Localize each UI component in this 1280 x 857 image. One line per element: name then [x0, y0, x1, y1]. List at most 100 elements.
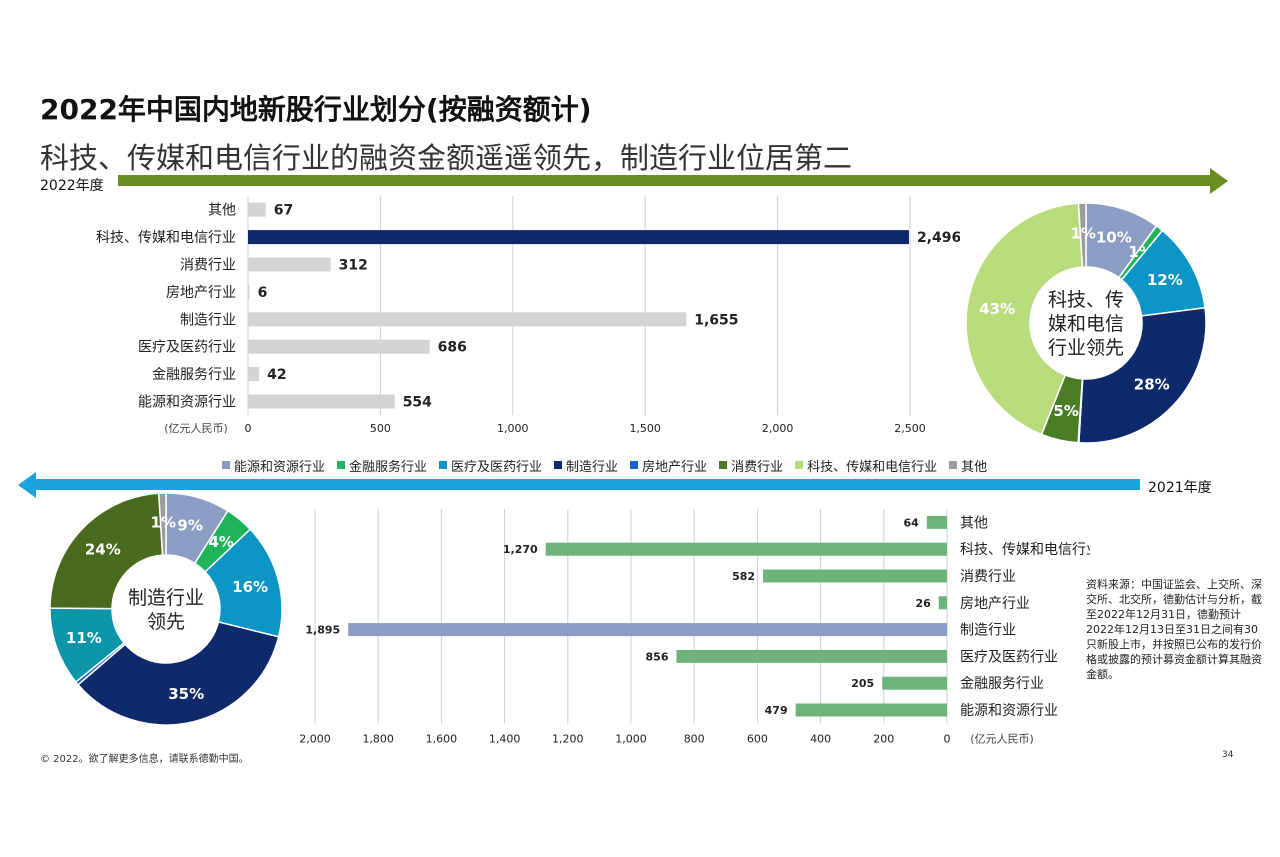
legend-item: 制造行业 — [554, 456, 618, 475]
bar-value-label: 26 — [915, 597, 931, 610]
pie-slice-label: 43% — [979, 300, 1015, 318]
category-label: 能源和资源行业 — [960, 703, 1058, 719]
x-tick-label: 600 — [747, 732, 768, 745]
pie-slice-label: 9% — [177, 517, 202, 535]
category-label: 房地产行业 — [960, 596, 1030, 612]
bar — [676, 649, 947, 663]
legend-item: 房地产行业 — [630, 456, 707, 475]
bar-value-label: 64 — [903, 516, 919, 529]
bar-value-label: 1,270 — [503, 543, 538, 556]
pie-slice-label: 11% — [66, 629, 102, 647]
x-tick-label: 2,500 — [894, 422, 926, 435]
x-tick-label: 0 — [944, 732, 951, 745]
category-label: 金融服务行业 — [960, 676, 1044, 692]
legend-label: 消费行业 — [731, 459, 784, 475]
legend-item: 消费行业 — [719, 456, 783, 475]
legend-item: 能源和资源行业 — [222, 456, 325, 475]
pie-slice-label: 10% — [1096, 229, 1132, 247]
pie-slice-label: 5% — [1053, 402, 1078, 420]
category-label: 科技、传媒和电信行业 — [96, 230, 236, 246]
x-tick-label: 1,200 — [552, 732, 584, 745]
bar — [795, 703, 947, 717]
pie-slice-label: 16% — [232, 578, 268, 596]
category-label: 消费行业 — [960, 569, 1016, 585]
x-tick-label: 1,500 — [629, 422, 661, 435]
bar-value-label: 42 — [267, 367, 286, 383]
pie-slice-label: 1% — [1070, 224, 1095, 242]
legend-swatch — [630, 461, 639, 469]
bar — [248, 394, 395, 409]
legend-swatch — [719, 461, 728, 469]
arrow-2021 — [18, 472, 1140, 498]
pie-slice — [965, 202, 1084, 436]
year-label-2022: 2022年度 — [40, 178, 104, 194]
legend-label: 科技、传媒和电信行业 — [807, 459, 938, 475]
legend-item: 其他 — [949, 456, 987, 475]
legend-label: 房地产行业 — [642, 459, 708, 475]
bar-value-label: 1,895 — [305, 624, 340, 637]
bar — [763, 569, 947, 583]
bar — [882, 676, 947, 690]
legend-swatch — [554, 461, 563, 469]
source-note: 资料来源：中国证监会、上交所、深交所、北交所，德勤估计与分析，截至2022年12… — [1086, 578, 1262, 681]
pie-slice — [49, 492, 164, 610]
legend-label: 金融服务行业 — [349, 459, 428, 475]
x-tick-label: 2,000 — [299, 732, 331, 745]
bar — [248, 202, 266, 217]
bar — [348, 623, 947, 637]
bar — [938, 596, 947, 610]
page-number: 34 — [1222, 750, 1234, 760]
legend-item: 医疗及医药行业 — [439, 456, 542, 475]
bar — [248, 367, 260, 382]
legend-label: 其他 — [961, 459, 988, 475]
bar — [248, 230, 909, 245]
bar-value-label: 67 — [274, 203, 293, 219]
category-label: 能源和资源行业 — [138, 395, 236, 411]
legend-swatch — [439, 461, 448, 469]
legend-swatch — [949, 461, 958, 469]
bar — [545, 542, 947, 556]
pie-slice-label: 4% — [208, 533, 233, 551]
bar — [926, 515, 947, 529]
x-tick-label: 1,800 — [362, 732, 394, 745]
bar-value-label: 2,496 — [917, 230, 960, 246]
bar — [248, 312, 687, 327]
donut-center-text: 制造行业 — [128, 587, 204, 609]
donut-center-text: 领先 — [147, 611, 185, 633]
bar — [248, 257, 331, 272]
bar — [248, 339, 430, 354]
bar-value-label: 312 — [339, 258, 368, 274]
bar-value-label: 856 — [646, 650, 669, 663]
legend-swatch — [222, 461, 230, 469]
category-label: 制造行业 — [960, 623, 1016, 639]
x-tick-label: 1,000 — [615, 732, 647, 745]
pie-slice — [157, 492, 167, 556]
donut-center-text: 媒和电信 — [1048, 313, 1124, 335]
pie-slice-label: 35% — [168, 685, 204, 703]
x-tick-label: 0 — [245, 422, 252, 435]
donut-center-text: 行业领先 — [1048, 337, 1124, 359]
x-axis-unit: (亿元人民币) — [970, 732, 1034, 745]
legend-label: 制造行业 — [566, 459, 619, 475]
legend-swatch — [337, 461, 346, 469]
bar-chart-2022: 0 500 1,000 1,500 2,000 2,500 (亿元人民币) 其他 67 科技、传媒… — [96, 196, 960, 435]
bar-value-label: 479 — [765, 704, 788, 717]
pie-slice — [1077, 202, 1087, 268]
x-tick-label: 2,000 — [762, 422, 794, 435]
category-label: 医疗及医药行业 — [138, 340, 236, 356]
category-label: 其他 — [208, 203, 236, 219]
x-tick-label: 1,000 — [497, 422, 529, 435]
footer-copyright: © 2022。欲了解更多信息，请联系德勤中国。 — [40, 754, 249, 765]
pie-slice-label: 1% — [151, 513, 176, 531]
x-tick-label: 800 — [684, 732, 705, 745]
bar-value-label: 6 — [258, 285, 268, 301]
bar-value-label: 205 — [851, 677, 874, 690]
legend-label: 医疗及医药行业 — [451, 459, 543, 475]
pie-slice-label: 28% — [1134, 376, 1170, 394]
category-label: 制造行业 — [180, 312, 236, 328]
x-tick-label: 500 — [370, 422, 391, 435]
legend-item: 科技、传媒和电信行业 — [795, 456, 937, 475]
category-label: 医疗及医药行业 — [960, 649, 1058, 665]
legend-swatch — [795, 461, 804, 469]
